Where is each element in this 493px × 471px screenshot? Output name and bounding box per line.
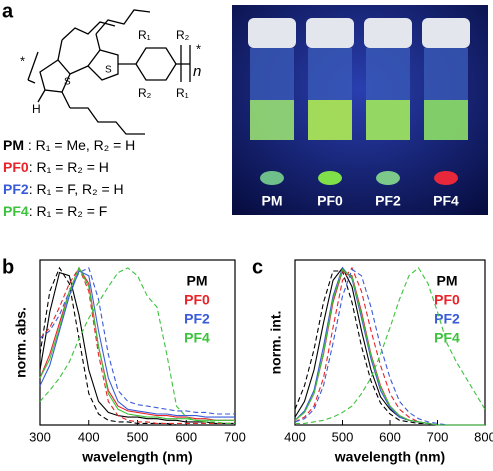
structure-label: R₂ [176,28,190,42]
compound-name: PF2 [3,181,29,197]
x-tick-label: 500 [127,429,149,444]
vial-cap [306,18,354,48]
line-dashed [39,266,235,426]
y-axis-label: norm. int. [268,311,284,375]
compound-entry: PF2: R₁ = F, R₂ = H [3,181,124,197]
chemical-structure [27,9,191,135]
panel-label: a [2,0,14,22]
vial-solution [424,100,468,140]
x-tick-label: 500 [332,429,354,444]
chart: 400 500 600 700 800 wavelength (nm) norm. int.… [268,259,493,465]
compound-text: : R₁ = Me, R₂ = H [24,137,135,153]
panel-label: b [2,256,14,278]
x-tick-label: 400 [78,429,100,444]
vials: PM PF0 PF2 PF4 [248,18,470,209]
legend-label: PM [437,273,458,289]
photo-label: PF2 [375,193,401,209]
vial-solution [250,100,294,140]
compound-text: : R₁ = R₂ = H [29,159,109,175]
line [39,266,235,421]
x-tick-label: 400 [284,429,306,444]
chart: 300 400 500 600 700 wavelength (nm) norm. abs.… [13,259,246,465]
x-tick-label: 300 [29,429,51,444]
structure-label: R₁ [176,86,189,100]
vial-cap [248,18,296,48]
structure-label: R₁ [138,28,151,42]
compound-entry: PF4: R₁ = R₂ = F [3,203,107,219]
compound-text: : R₁ = R₂ = F [29,203,108,219]
structure-label: * [196,41,201,56]
film-spot [260,171,284,185]
photo-label: PM [262,193,283,209]
panel-label: c [252,256,263,278]
film-spot [318,171,342,185]
line-dashed [39,267,235,415]
legend-label: PF4 [434,330,460,346]
legend-label: PF0 [184,292,210,308]
structure-label: n [193,63,201,80]
line-dashed [39,267,235,424]
x-tick-label: 800 [474,429,493,444]
vial-cap [422,18,470,48]
vial-solution [308,100,352,140]
structure-label: * [20,53,25,68]
photo-label: PF4 [433,193,459,209]
x-tick-label: 700 [427,429,449,444]
x-tick-label: 600 [379,429,401,444]
compound-name: PF4 [3,203,29,219]
legend-label: PF4 [184,330,210,346]
line-dashed [39,266,235,424]
legend-label: PM [187,273,208,289]
x-axis-label: wavelength (nm) [334,449,445,465]
compound-entry: PM : R₁ = Me, R₂ = H [3,137,135,153]
structure-label: S [105,65,112,76]
vial-solution [366,100,410,140]
compound-name: PM [3,137,24,153]
vial-cap [364,18,412,48]
structure-label: R₂ [138,86,152,100]
legend-label: PF0 [434,292,460,308]
y-axis-label: norm. abs. [13,307,29,378]
x-axis-label: wavelength (nm) [81,449,192,465]
compound-entry: PF0: R₁ = R₂ = H [3,159,109,175]
film-spot [376,171,400,185]
line [294,268,485,426]
line [39,270,235,418]
film-spot [434,171,458,185]
x-tick-label: 700 [224,429,246,444]
structure-label: S [64,77,71,88]
compound-name: PF0 [3,159,29,175]
structure-label: H [32,102,41,116]
x-tick-label: 600 [175,429,197,444]
legend-label: PF2 [184,311,210,327]
photo-label: PF0 [317,193,343,209]
line-dashed [295,267,486,424]
compound-text: : R₁ = F, R₂ = H [29,181,124,197]
